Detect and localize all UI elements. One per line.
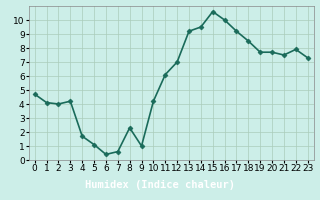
Text: Humidex (Indice chaleur): Humidex (Indice chaleur) (85, 180, 235, 190)
